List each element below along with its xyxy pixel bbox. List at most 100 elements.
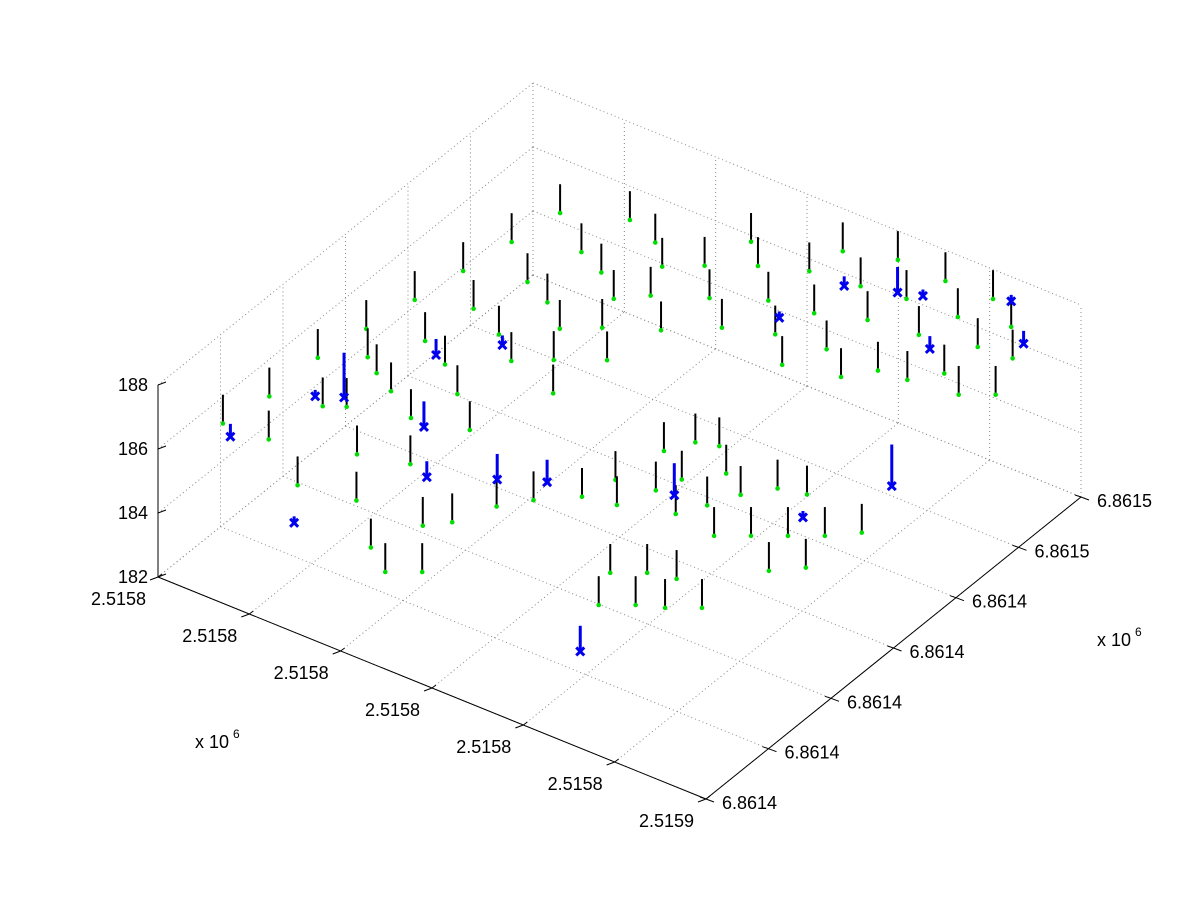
data-point [388,388,394,394]
x-tick-mark [614,758,619,763]
outlier-marker [418,421,430,433]
outlier-marker [839,280,850,292]
y-tick-mark [705,798,715,803]
data-point [525,279,530,285]
x-tick-label: 2.5158 [182,626,237,646]
data-point [531,497,536,503]
y-tick-mark [699,796,707,800]
x-tick-mark [515,724,524,729]
data-point [551,357,557,363]
data-point [661,448,667,454]
data-point [579,494,585,500]
wall-grid-line [157,274,534,578]
x-axis-multiplier-base: x 10 [195,732,229,752]
data-point [509,358,514,364]
outlier-marker [669,490,680,501]
data-point [266,437,272,442]
data-point [494,504,499,509]
wall-grid-line [157,82,534,386]
outlier-marker [797,512,809,523]
outlier-marker [892,287,903,298]
y-tick-mark [949,595,957,599]
outlier-x-stroke [225,431,236,442]
z-tick-label: 186 [118,439,148,459]
outlier-x-stroke [892,287,903,298]
data-point [1010,356,1015,361]
y-tick-mark [1012,544,1019,548]
wall-grid-line [532,274,1082,498]
data-point [599,270,604,275]
data-point [408,415,414,421]
data-point [382,569,388,575]
outlier-x-stroke [924,343,935,354]
data-point [719,325,725,331]
y-axis-multiplier: x 10 6 [1097,625,1142,650]
data-point [633,602,638,608]
data-point [653,488,659,493]
data-point [596,602,602,608]
x-tick-label: 2.5158 [365,700,420,720]
y-tick-mark [762,746,769,750]
outlier-marker [1018,338,1029,349]
data-point [704,503,710,508]
outlier-x-stroke [421,472,432,483]
data-point [679,477,685,482]
floor-grid-line [340,348,716,652]
y-axis-multiplier-base: x 10 [1097,630,1131,650]
data-point [838,374,844,380]
data-point [858,283,863,289]
outlier-marker [310,391,321,402]
floor-grid-line [220,526,769,750]
data-point [811,311,817,316]
y-tick-label: 6.8615 [1097,491,1152,511]
data-point [785,533,791,539]
wall-grid-line [157,146,534,450]
data-point [455,391,460,397]
data-points [220,184,1029,657]
data-point [644,570,650,576]
z-tick-label: 182 [118,567,148,587]
wall-grid-line [532,82,1082,306]
outlier-x-stroke [338,392,350,403]
y-tick-mark [1080,496,1090,501]
y-tick-mark [830,697,840,702]
data-point [467,427,473,433]
data-point [803,565,809,570]
outlier-x-stroke [1006,296,1017,307]
data-point [419,569,425,575]
data-point [772,332,778,337]
data-point [956,392,961,398]
z-tick-label: 188 [118,375,148,395]
y-tick-mark [955,597,965,602]
data-point [374,370,379,376]
outlier-marker [575,646,586,657]
z-tick-mark [157,509,167,514]
outlier-x-stroke [886,481,897,492]
data-point [614,502,620,508]
outlier-marker [924,343,935,354]
outlier-marker [338,392,350,403]
axis-grid [157,82,1082,800]
data-point [748,533,754,539]
y-tick-mark [887,645,894,649]
data-point [354,498,359,503]
data-point [993,392,998,398]
y-tick-mark [824,695,832,699]
data-point [717,443,722,449]
data-point [904,296,909,302]
floor-grid-line [431,385,808,689]
floor-grid-line [282,475,832,699]
tick-labels: 2.5158 2.5158 2.5158 2.5158 2.5158 2.5158 2.51… [91,375,1152,831]
outlier-marker [917,290,929,302]
data-point [975,344,981,350]
outlier-marker [421,472,432,483]
outlier-x-stroke [492,474,503,485]
data-point [738,492,743,498]
data-point [895,257,901,263]
y-tick-label: 6.8614 [722,793,777,813]
data-point [674,576,679,582]
data-point [658,327,664,333]
x-axis-multiplier: x 10 6 [195,727,240,752]
